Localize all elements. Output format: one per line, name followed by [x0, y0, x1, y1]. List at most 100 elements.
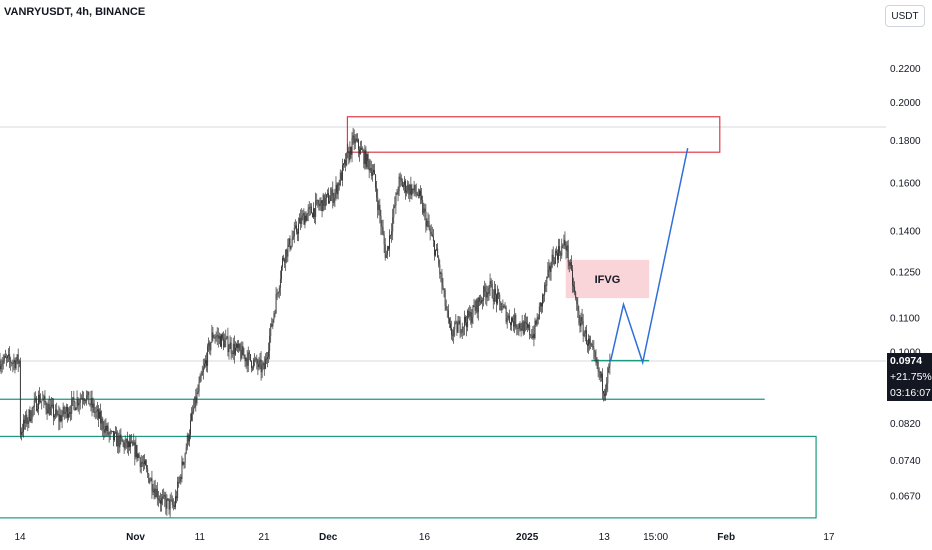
- candle-body: [227, 336, 229, 353]
- candle-body: [518, 323, 520, 329]
- candle-body: [478, 297, 480, 302]
- candle-body: [493, 289, 495, 302]
- candle-body: [498, 292, 500, 295]
- candle-body: [367, 154, 369, 161]
- candle-body: [515, 314, 517, 328]
- candle-body: [434, 240, 435, 256]
- candle-body: [214, 337, 216, 339]
- candle-body: [61, 415, 63, 422]
- candle-body: [7, 356, 8, 359]
- candle-body: [68, 413, 69, 418]
- candle-body: [144, 460, 145, 464]
- candle-body: [394, 205, 396, 206]
- candle-body: [139, 457, 141, 467]
- candle-body: [136, 445, 138, 459]
- candle-body: [1, 363, 3, 366]
- candle-body: [449, 318, 450, 324]
- candle-body: [463, 316, 465, 327]
- candle-body: [516, 327, 518, 329]
- candle-body: [84, 399, 86, 401]
- candle-body: [547, 269, 549, 277]
- candle-body: [187, 435, 189, 442]
- candle-body: [83, 399, 84, 401]
- x-tick-label: 17: [823, 532, 835, 543]
- candle-body: [553, 261, 555, 264]
- candle-body: [46, 409, 48, 414]
- candle-body: [523, 321, 525, 334]
- candle-body: [77, 398, 79, 406]
- candle-body: [159, 499, 160, 501]
- candle-body: [45, 402, 47, 410]
- candle-body: [146, 465, 148, 469]
- candle-body: [180, 477, 182, 480]
- candle-body: [398, 176, 400, 192]
- candle-body: [222, 334, 224, 339]
- candle-body: [39, 395, 41, 403]
- candle-body: [594, 351, 596, 357]
- candle-body: [502, 305, 504, 310]
- candle-body: [291, 238, 293, 247]
- candle-body: [500, 301, 502, 311]
- candle-body: [536, 317, 538, 325]
- candle-body: [485, 291, 487, 298]
- candle-body: [277, 292, 279, 294]
- candle-body: [278, 287, 280, 293]
- candle-body: [0, 365, 2, 370]
- candle-body: [496, 294, 497, 304]
- candle-body: [569, 262, 571, 266]
- candle-body: [33, 400, 35, 407]
- candle-body: [552, 254, 554, 262]
- candle-body: [67, 406, 68, 418]
- candle-body: [443, 288, 445, 291]
- candle-body: [297, 232, 298, 234]
- candle-body: [271, 323, 273, 327]
- x-tick-label: 21: [258, 532, 270, 543]
- candle-body: [148, 473, 150, 483]
- candle-body: [389, 235, 390, 250]
- candle-body: [517, 327, 519, 329]
- candle-body: [99, 411, 101, 419]
- candle-body: [26, 414, 28, 424]
- candle-body: [445, 305, 447, 310]
- candle-body: [309, 206, 311, 208]
- candle-body: [109, 431, 111, 434]
- candle-body: [57, 414, 59, 415]
- candle-body: [411, 188, 413, 196]
- candle-body: [48, 403, 50, 415]
- candle-body: [415, 192, 417, 194]
- candle-body: [509, 322, 511, 326]
- candle-body: [269, 335, 271, 352]
- candle-body: [330, 195, 332, 201]
- candle-body: [561, 245, 563, 256]
- candle-body: [466, 322, 468, 328]
- candle-body: [534, 320, 536, 339]
- candle-body: [120, 434, 122, 438]
- candle-body: [275, 294, 277, 314]
- candle-body: [542, 295, 543, 307]
- candle-body: [145, 460, 147, 466]
- candle-body: [106, 425, 108, 431]
- candle-body: [393, 205, 395, 218]
- candle-body: [428, 221, 430, 229]
- candle-body: [47, 403, 49, 414]
- candle-body: [270, 323, 272, 336]
- candle-body: [353, 135, 355, 144]
- candle-body: [421, 195, 423, 201]
- candle-body: [461, 326, 463, 333]
- candle-body: [35, 398, 37, 411]
- candle-body: [30, 419, 32, 422]
- candle-body: [55, 409, 57, 416]
- candle-body: [228, 348, 230, 353]
- candle-body: [388, 246, 389, 250]
- candle-body: [123, 441, 125, 449]
- candle-body: [570, 262, 572, 270]
- candle-body: [482, 300, 484, 301]
- candle-body: [182, 461, 184, 465]
- candle-body: [98, 409, 99, 419]
- candle-body: [605, 389, 607, 397]
- candle-body: [152, 490, 154, 493]
- candle-body: [438, 257, 440, 265]
- currency-button[interactable]: USDT: [885, 5, 925, 27]
- candle-body: [155, 488, 157, 498]
